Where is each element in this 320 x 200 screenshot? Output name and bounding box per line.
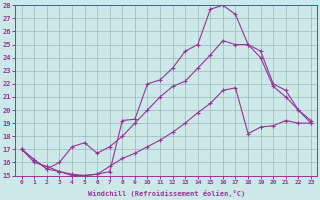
X-axis label: Windchill (Refroidissement éolien,°C): Windchill (Refroidissement éolien,°C) xyxy=(88,190,245,197)
